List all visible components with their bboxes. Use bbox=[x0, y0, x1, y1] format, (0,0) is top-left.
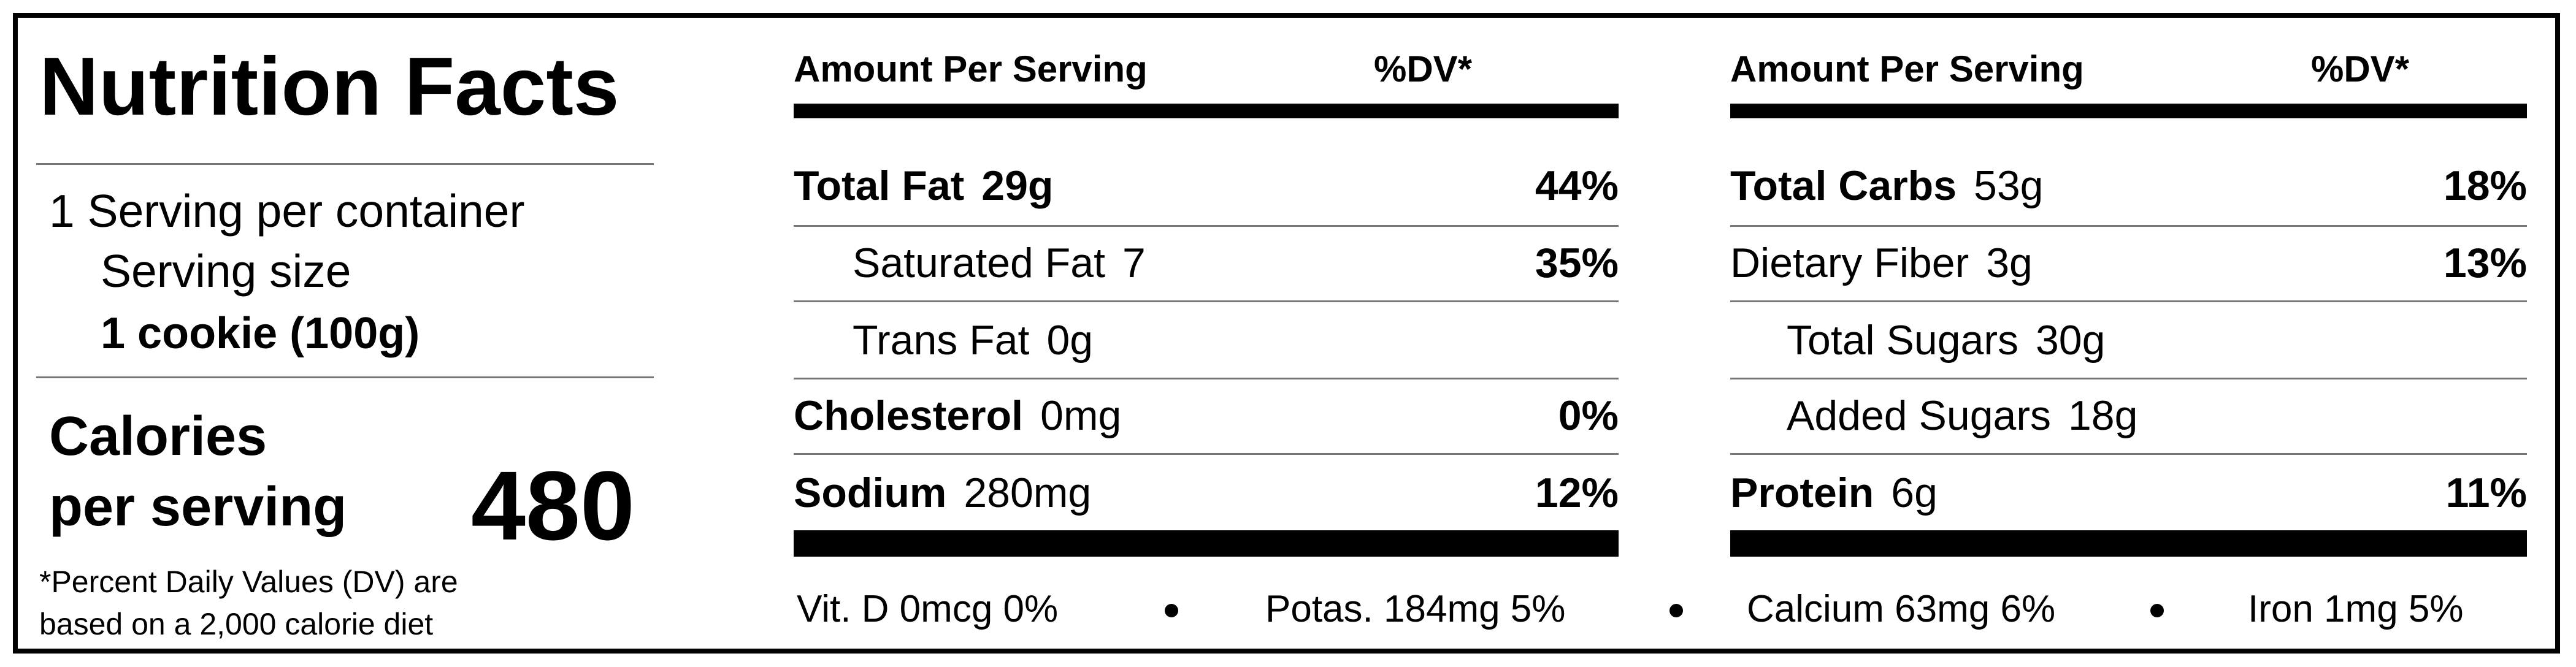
title: Nutrition Facts bbox=[39, 41, 619, 132]
nutrient-amount: 53g bbox=[1974, 162, 2044, 209]
divider bbox=[36, 163, 654, 165]
nutrient-row: Saturated Fat 7 35% bbox=[853, 238, 1619, 288]
divider bbox=[36, 376, 654, 378]
daily-value: 18% bbox=[2443, 162, 2527, 209]
nutrient-amount: 7 bbox=[1122, 240, 1146, 286]
nutrient-row: Total Fat 29g 44% bbox=[794, 161, 1619, 210]
row-divider bbox=[794, 300, 1619, 302]
nutrient-row: Trans Fat 0g bbox=[853, 316, 1619, 365]
nutrient-amount: 3g bbox=[1986, 240, 2033, 286]
mineral: Potas. 184mg 5% bbox=[1265, 588, 1566, 630]
thick-bar bbox=[1730, 104, 2527, 118]
daily-value: 44% bbox=[1535, 162, 1619, 209]
nutrient-name: Total Sugars bbox=[1787, 317, 2018, 364]
nutrient-row: Total Sugars 30g bbox=[1787, 316, 2527, 365]
nutrient-name: Cholesterol bbox=[794, 392, 1024, 439]
thick-bar bbox=[1730, 530, 2527, 557]
nutrient-name: Trans Fat bbox=[853, 317, 1030, 364]
serving-size-label: Serving size bbox=[101, 245, 351, 297]
daily-value: 35% bbox=[1535, 240, 1619, 286]
column-header: %DV* bbox=[1374, 48, 1473, 90]
column-header: Amount Per Serving bbox=[794, 48, 1148, 90]
bullet bbox=[1165, 604, 1178, 617]
nutrient-row: Added Sugars 18g bbox=[1787, 391, 2527, 440]
daily-value: 0% bbox=[1558, 392, 1619, 439]
nutrient-name: Protein bbox=[1730, 470, 1874, 516]
nutrient-amount: 280mg bbox=[964, 470, 1092, 516]
footnote: based on a 2,000 calorie diet bbox=[39, 607, 434, 641]
row-divider bbox=[1730, 225, 2527, 227]
mineral: Vit. D 0mcg 0% bbox=[797, 588, 1059, 630]
nutrient-amount: 18g bbox=[2068, 392, 2138, 439]
nutrient-name: Total Fat bbox=[794, 162, 965, 209]
row-divider bbox=[1730, 300, 2527, 302]
column-header: %DV* bbox=[2311, 48, 2410, 90]
mineral: Iron 1mg 5% bbox=[2248, 588, 2464, 630]
row-divider bbox=[794, 378, 1619, 379]
daily-value: 12% bbox=[1535, 470, 1619, 516]
bullet bbox=[2150, 604, 2164, 617]
nutrient-amount: 6g bbox=[1891, 470, 1938, 516]
nutrient-amount: 30g bbox=[2035, 317, 2106, 364]
nutrient-amount: 0mg bbox=[1040, 392, 1122, 439]
serving-size: 1 cookie (100g) bbox=[101, 309, 420, 358]
thick-bar bbox=[794, 104, 1619, 118]
nutrient-name: Sodium bbox=[794, 470, 947, 516]
thick-bar bbox=[794, 530, 1619, 557]
row-divider bbox=[1730, 378, 2527, 379]
nutrient-amount: 0g bbox=[1046, 317, 1094, 364]
footnote: *Percent Daily Values (DV) are bbox=[39, 565, 458, 599]
row-divider bbox=[1730, 453, 2527, 455]
bullet bbox=[1669, 604, 1683, 617]
daily-value: 11% bbox=[2445, 470, 2527, 516]
nutrition-label bbox=[13, 13, 2560, 654]
row-divider bbox=[794, 225, 1619, 227]
servings-per-container: 1 Serving per container bbox=[49, 185, 525, 237]
nutrient-name: Total Carbs bbox=[1730, 162, 1957, 209]
nutrient-row: Sodium 280mg 12% bbox=[794, 468, 1619, 517]
nutrient-row: Total Carbs 53g 18% bbox=[1730, 161, 2527, 210]
nutrient-name: Added Sugars bbox=[1787, 392, 2051, 439]
nutrient-row: Dietary Fiber 3g 13% bbox=[1730, 238, 2527, 288]
nutrient-amount: 29g bbox=[981, 162, 1054, 209]
nutrient-row: Protein 6g 11% bbox=[1730, 468, 2527, 517]
calories-value: 480 bbox=[471, 451, 635, 560]
column-header: Amount Per Serving bbox=[1730, 48, 2084, 90]
row-divider bbox=[794, 453, 1619, 455]
nutrient-name: Dietary Fiber bbox=[1730, 240, 1969, 286]
daily-value: 13% bbox=[2443, 240, 2527, 286]
nutrient-name: Saturated Fat bbox=[853, 240, 1106, 286]
nutrient-row: Cholesterol 0mg 0% bbox=[794, 391, 1619, 440]
mineral: Calcium 63mg 6% bbox=[1747, 588, 2056, 630]
calories-label: Calories bbox=[49, 406, 267, 467]
calories-label: per serving bbox=[49, 476, 347, 538]
